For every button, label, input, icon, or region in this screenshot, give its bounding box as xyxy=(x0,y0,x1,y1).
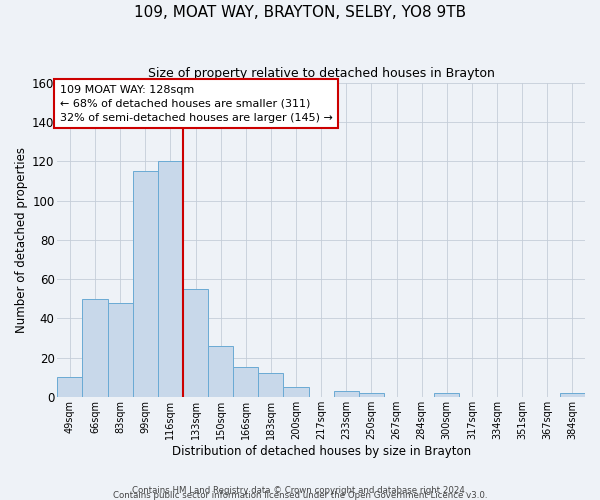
Bar xyxy=(560,393,585,397)
Bar xyxy=(158,162,183,397)
Title: Size of property relative to detached houses in Brayton: Size of property relative to detached ho… xyxy=(148,68,494,80)
Text: Contains public sector information licensed under the Open Government Licence v3: Contains public sector information licen… xyxy=(113,491,487,500)
Bar xyxy=(334,391,359,397)
X-axis label: Distribution of detached houses by size in Brayton: Distribution of detached houses by size … xyxy=(172,444,471,458)
Bar xyxy=(133,172,158,397)
Text: 109 MOAT WAY: 128sqm
← 68% of detached houses are smaller (311)
32% of semi-deta: 109 MOAT WAY: 128sqm ← 68% of detached h… xyxy=(60,84,333,122)
Text: 109, MOAT WAY, BRAYTON, SELBY, YO8 9TB: 109, MOAT WAY, BRAYTON, SELBY, YO8 9TB xyxy=(134,5,466,20)
Text: Contains HM Land Registry data © Crown copyright and database right 2024.: Contains HM Land Registry data © Crown c… xyxy=(132,486,468,495)
Bar xyxy=(259,374,283,397)
Bar xyxy=(183,289,208,397)
Bar xyxy=(283,387,308,397)
Bar xyxy=(434,393,460,397)
Bar xyxy=(359,393,384,397)
Bar xyxy=(82,298,107,397)
Bar xyxy=(107,302,133,397)
Bar xyxy=(58,377,82,397)
Bar xyxy=(233,368,259,397)
Bar xyxy=(208,346,233,397)
Y-axis label: Number of detached properties: Number of detached properties xyxy=(15,147,28,333)
